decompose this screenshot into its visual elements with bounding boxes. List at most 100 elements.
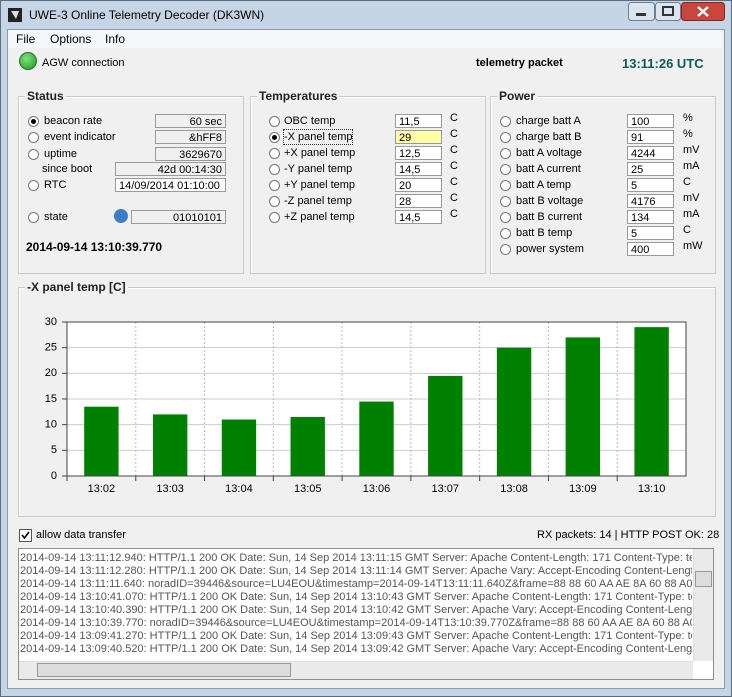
- y-tick-label: 0: [51, 470, 57, 482]
- menu-bar: [8, 30, 722, 48]
- group-title: Temperatures: [257, 89, 340, 103]
- checkbox-label: allow data transfer: [36, 529, 126, 541]
- group-title: Status: [25, 89, 66, 103]
- temperature-unit: C: [450, 112, 458, 124]
- log-lines: 2014-09-14 13:11:12.940: HTTP/1.1 200 OK…: [20, 552, 692, 656]
- menu-item[interactable]: Info: [105, 32, 126, 46]
- power-unit: C: [683, 176, 691, 188]
- status-label: state: [44, 211, 68, 223]
- power-unit: %: [683, 112, 693, 124]
- radio-button[interactable]: [28, 180, 39, 191]
- plot-border: [66, 321, 687, 477]
- radio-button[interactable]: [269, 164, 280, 175]
- y-tick-label: 25: [45, 342, 57, 354]
- status-value: 14/09/2014 01:10:00: [115, 178, 226, 192]
- power-label: charge batt B: [516, 131, 582, 143]
- temperature-value: 20: [395, 178, 442, 192]
- y-tick-label: 20: [45, 367, 57, 379]
- radio-button[interactable]: [500, 148, 511, 159]
- power-value: 4244: [627, 146, 674, 160]
- radio-button[interactable]: [28, 212, 39, 223]
- radio-button[interactable]: [269, 116, 280, 127]
- radio-button[interactable]: [269, 132, 280, 143]
- app-icon: [8, 8, 22, 22]
- log-box[interactable]: 2014-09-14 13:11:12.940: HTTP/1.1 200 OK…: [18, 548, 714, 680]
- menu-item[interactable]: File: [16, 32, 36, 46]
- radio-button[interactable]: [500, 196, 511, 207]
- status-timestamp: 2014-09-14 13:10:39.770: [26, 240, 163, 254]
- bar: [496, 347, 532, 476]
- checkbox[interactable]: [19, 529, 32, 542]
- radio-button[interactable]: [500, 116, 511, 127]
- connection-label: AGW connection: [42, 57, 125, 69]
- temperature-value: 29: [395, 130, 442, 144]
- status-value: 01010101: [131, 210, 226, 224]
- status-label: beacon rate: [44, 115, 103, 127]
- radio-button[interactable]: [269, 148, 280, 159]
- power-value: 91: [627, 130, 674, 144]
- radio-button[interactable]: [269, 180, 280, 191]
- menu-item[interactable]: Options: [50, 32, 92, 46]
- power-unit: mA: [683, 160, 700, 172]
- temperature-value: 14,5: [395, 162, 442, 176]
- bar: [84, 406, 119, 476]
- window-buttons[interactable]: [628, 2, 726, 22]
- y-tick-label: 15: [45, 393, 57, 405]
- radio-button[interactable]: [500, 164, 511, 175]
- power-label: power system: [516, 243, 584, 255]
- log-line: 2014-09-14 13:10:39.770: noradID=39446&s…: [20, 617, 692, 629]
- status-label: uptime: [44, 148, 78, 160]
- status-label: event indicator: [44, 131, 116, 143]
- temperature-unit: C: [450, 160, 458, 172]
- chart-group: -X panel temp [C]: [18, 280, 716, 517]
- power-unit: mA: [683, 208, 700, 220]
- temperature-label: +X panel temp: [284, 147, 356, 159]
- power-unit: C: [683, 224, 691, 236]
- radio-button[interactable]: [500, 132, 511, 143]
- temperature-label: -X panel temp: [282, 129, 354, 145]
- radio-button[interactable]: [500, 180, 511, 191]
- x-tick-label: 13:08: [500, 483, 528, 495]
- temperature-value: 11,5: [395, 114, 442, 128]
- radio-button[interactable]: [28, 132, 39, 143]
- temperature-value: 28: [395, 194, 442, 208]
- power-group: Power: [490, 89, 716, 274]
- radio-button[interactable]: [500, 212, 511, 223]
- radio-button[interactable]: [269, 212, 280, 223]
- status-value: 3629670: [155, 147, 226, 161]
- temperature-label: OBC temp: [284, 115, 336, 127]
- temperature-label: -Y panel temp: [284, 163, 353, 175]
- status-label: since boot: [42, 163, 93, 175]
- radio-button[interactable]: [500, 244, 511, 255]
- x-tick-label: 13:04: [225, 483, 253, 495]
- power-unit: %: [683, 128, 693, 140]
- x-tick-label: 13:02: [88, 483, 116, 495]
- temperatures-group: Temperatures: [250, 89, 486, 274]
- radio-button[interactable]: [28, 116, 39, 127]
- radio-button[interactable]: [500, 228, 511, 239]
- power-value: 134: [627, 210, 674, 224]
- power-label: batt A current: [516, 163, 581, 175]
- power-value: 4176: [627, 194, 674, 208]
- log-line: 2014-09-14 13:09:40.520: HTTP/1.1 200 OK…: [20, 643, 692, 655]
- temperature-unit: C: [450, 208, 458, 220]
- info-icon: [114, 209, 128, 223]
- power-label: batt A temp: [516, 179, 572, 191]
- radio-button[interactable]: [28, 149, 39, 160]
- power-label: charge batt A: [516, 115, 581, 127]
- x-tick-label: 13:09: [569, 483, 597, 495]
- vertical-scrollbar[interactable]: [693, 549, 713, 661]
- scroll-thumb[interactable]: [37, 663, 291, 677]
- x-tick-label: 13:03: [156, 483, 184, 495]
- log-line: 2014-09-14 13:10:40.390: HTTP/1.1 200 OK…: [20, 604, 692, 616]
- radio-button[interactable]: [269, 196, 280, 207]
- connection-led: [19, 52, 37, 70]
- temperature-value: 14,5: [395, 210, 442, 224]
- scroll-thumb[interactable]: [695, 571, 712, 587]
- power-label: batt B current: [516, 211, 583, 223]
- x-tick-label: 13:06: [363, 483, 391, 495]
- log-line: 2014-09-14 13:09:41.270: HTTP/1.1 200 OK…: [20, 630, 692, 642]
- temperature-unit: C: [450, 176, 458, 188]
- temperature-unit: C: [450, 144, 458, 156]
